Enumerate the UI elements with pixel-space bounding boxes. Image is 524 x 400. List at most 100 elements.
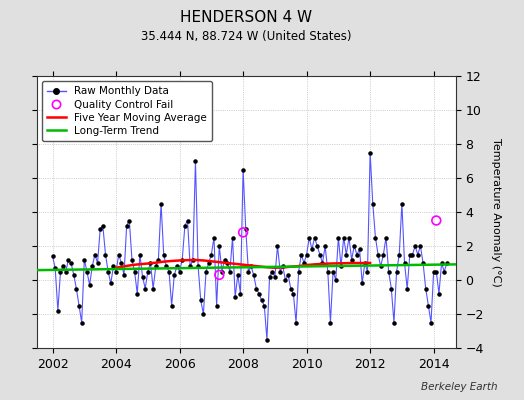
Point [257, 297, 266, 304]
Point [223, 260, 232, 266]
Point [125, 217, 134, 224]
Point [117, 260, 126, 266]
Point [329, 268, 337, 275]
Point [432, 268, 441, 275]
Point [342, 251, 351, 258]
Point [191, 158, 200, 164]
Y-axis label: Temperature Anomaly (°C): Temperature Anomaly (°C) [490, 138, 500, 286]
Point [244, 268, 253, 275]
Point [300, 260, 308, 266]
Point [56, 268, 64, 275]
Point [228, 234, 237, 241]
Point [234, 272, 242, 278]
Point [96, 226, 104, 232]
Point [70, 272, 78, 278]
Point [109, 263, 117, 270]
Point [186, 263, 194, 270]
Point [366, 149, 374, 156]
Point [226, 268, 234, 275]
Point [430, 268, 438, 275]
Point [80, 256, 89, 263]
Point [263, 336, 271, 343]
Point [392, 268, 401, 275]
Point [120, 272, 128, 278]
Point [347, 256, 356, 263]
Point [210, 234, 218, 241]
Point [403, 285, 411, 292]
Point [289, 290, 298, 297]
Point [413, 251, 422, 258]
Point [239, 229, 247, 236]
Point [252, 285, 260, 292]
Point [215, 243, 223, 249]
Point [115, 251, 123, 258]
Point [202, 268, 210, 275]
Point [199, 311, 208, 317]
Point [247, 263, 255, 270]
Point [165, 268, 173, 275]
Point [297, 251, 305, 258]
Point [268, 268, 277, 275]
Point [83, 268, 91, 275]
Point [406, 251, 414, 258]
Point [315, 251, 324, 258]
Point [242, 226, 250, 232]
Point [141, 285, 149, 292]
Point [146, 260, 155, 266]
Text: 35.444 N, 88.724 W (United States): 35.444 N, 88.724 W (United States) [141, 30, 352, 43]
Point [48, 253, 57, 259]
Point [159, 251, 168, 258]
Point [345, 234, 353, 241]
Point [173, 263, 181, 270]
Point [421, 285, 430, 292]
Point [361, 260, 369, 266]
Point [78, 319, 86, 326]
Point [93, 260, 102, 266]
Point [183, 217, 192, 224]
Point [432, 217, 441, 224]
Point [239, 166, 247, 173]
Text: HENDERSON 4 W: HENDERSON 4 W [180, 10, 312, 25]
Point [292, 319, 300, 326]
Point [363, 268, 372, 275]
Point [212, 302, 221, 309]
Point [215, 272, 223, 278]
Point [284, 272, 292, 278]
Point [265, 274, 274, 280]
Point [340, 234, 348, 241]
Point [281, 277, 290, 283]
Point [334, 234, 343, 241]
Point [123, 222, 131, 229]
Point [101, 251, 110, 258]
Point [53, 307, 62, 314]
Point [427, 319, 435, 326]
Point [279, 263, 287, 270]
Point [355, 246, 364, 253]
Point [382, 234, 390, 241]
Point [308, 246, 316, 253]
Point [310, 234, 319, 241]
Point [400, 260, 409, 266]
Point [435, 290, 443, 297]
Point [75, 302, 83, 309]
Point [196, 297, 205, 304]
Point [99, 222, 107, 229]
Point [168, 302, 176, 309]
Point [318, 260, 326, 266]
Point [231, 294, 239, 300]
Point [438, 260, 446, 266]
Point [194, 263, 202, 270]
Point [353, 251, 361, 258]
Point [249, 272, 258, 278]
Point [287, 285, 295, 292]
Text: Berkeley Earth: Berkeley Earth [421, 382, 498, 392]
Point [424, 302, 432, 309]
Point [88, 263, 96, 270]
Point [326, 319, 335, 326]
Point [72, 285, 81, 292]
Point [170, 272, 179, 278]
Legend: Raw Monthly Data, Quality Control Fail, Five Year Moving Average, Long-Term Tren: Raw Monthly Data, Quality Control Fail, … [42, 81, 212, 141]
Point [181, 222, 189, 229]
Point [178, 256, 187, 263]
Point [379, 251, 388, 258]
